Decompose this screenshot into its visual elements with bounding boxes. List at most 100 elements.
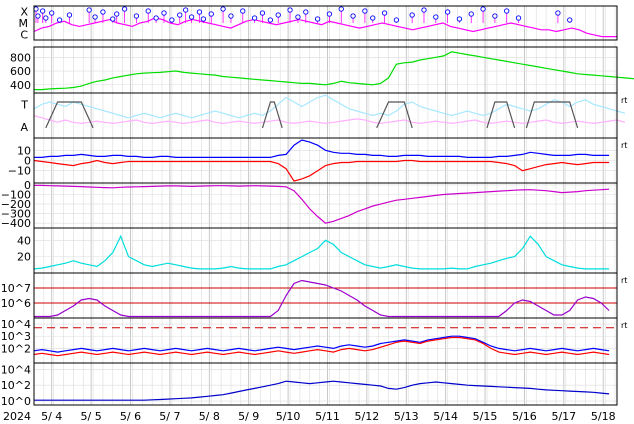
flare-marker bbox=[110, 16, 116, 22]
x-tick-label: 5/18 bbox=[591, 410, 616, 423]
flare-marker bbox=[40, 8, 46, 14]
flare-marker bbox=[200, 16, 207, 22]
imf-b-tick-label: 0 bbox=[24, 155, 31, 168]
sector-boundary bbox=[376, 101, 413, 129]
electron-flux-right-label: rt bbox=[621, 276, 627, 285]
year-label: 2024 bbox=[3, 410, 31, 423]
ae-index-frame bbox=[33, 227, 618, 274]
flare-marker bbox=[66, 12, 73, 18]
dst-series-0 bbox=[34, 184, 610, 224]
ae-index-series-0 bbox=[33, 234, 610, 270]
series-layer bbox=[33, 6, 634, 401]
flare-marker bbox=[86, 7, 92, 13]
flare-marker bbox=[350, 13, 356, 19]
flare-marker bbox=[56, 17, 63, 23]
bottom-flux-tick-label: 10^4 bbox=[1, 363, 31, 376]
sector-boundary bbox=[45, 101, 94, 129]
x-tick-label: 5/ 7 bbox=[159, 410, 180, 423]
flare-marker bbox=[169, 17, 175, 23]
dst-tick-label: 0 bbox=[24, 179, 31, 192]
proton-flux-frame bbox=[33, 317, 618, 364]
x-tick-label: 5/10 bbox=[276, 410, 301, 423]
x-tick-label: 5/16 bbox=[512, 410, 537, 423]
x-tick-label: 5/11 bbox=[315, 410, 340, 423]
frame-layer bbox=[33, 5, 618, 406]
solar-wind-speed-tick-label: 600 bbox=[10, 65, 31, 78]
flare-marker bbox=[393, 17, 400, 23]
electron-flux-series-0 bbox=[34, 279, 610, 318]
sector-boundary bbox=[486, 101, 516, 129]
dst-tick-label: −400 bbox=[1, 217, 31, 230]
flare-marker bbox=[433, 14, 439, 20]
proton-flux-right-label: rt bbox=[621, 321, 627, 330]
bottom-flux-series-0 bbox=[34, 380, 610, 401]
flare-marker bbox=[100, 9, 106, 15]
x-tick-label: 5/ 8 bbox=[199, 410, 220, 423]
xray-class-label: C bbox=[20, 28, 28, 41]
x-tick-label: 5/17 bbox=[551, 410, 576, 423]
flare-marker bbox=[504, 8, 510, 14]
flare-marker bbox=[409, 12, 415, 18]
flare-marker bbox=[314, 16, 321, 22]
x-tick-label: 5/ 5 bbox=[81, 410, 102, 423]
flare-marker bbox=[259, 10, 266, 16]
flare-marker bbox=[444, 9, 451, 15]
flare-marker bbox=[43, 15, 49, 21]
imf-b-tick-label: −10 bbox=[8, 165, 31, 178]
flare-marker bbox=[326, 11, 333, 17]
x-tick-label: 5/12 bbox=[355, 410, 380, 423]
flare-marker bbox=[183, 7, 189, 13]
imf-sector-label: T bbox=[20, 98, 28, 111]
ae-index-tick-label: 20 bbox=[17, 251, 31, 264]
solar-wind-speed-tick-label: 400 bbox=[10, 79, 31, 92]
flare-marker bbox=[381, 10, 388, 16]
xray-class-label: M bbox=[19, 17, 29, 30]
proton-flux-series-1 bbox=[33, 336, 610, 357]
proton-flux-series-0 bbox=[33, 335, 610, 353]
electron-flux-frame bbox=[33, 272, 618, 319]
x-tick-label: 5/ 9 bbox=[238, 410, 259, 423]
imf-b-series-0 bbox=[34, 139, 610, 158]
imf-sector-series-1 bbox=[33, 94, 626, 119]
flare-marker bbox=[35, 13, 41, 19]
x-tick-label: 5/ 4 bbox=[41, 410, 62, 423]
flare-marker bbox=[275, 12, 281, 18]
flare-marker bbox=[338, 6, 344, 12]
x-tick-label: 5/ 6 bbox=[120, 410, 141, 423]
flare-marker bbox=[161, 10, 167, 16]
electron-flux-tick-label: 10^6 bbox=[1, 297, 31, 310]
imf-b-right-label: rt bbox=[621, 141, 627, 150]
flare-marker bbox=[303, 9, 309, 15]
x-tick-label: 5/13 bbox=[394, 410, 419, 423]
flare-marker bbox=[480, 6, 486, 12]
flare-marker bbox=[208, 11, 214, 17]
flare-marker bbox=[362, 8, 368, 14]
flare-marker bbox=[370, 15, 376, 21]
dst-tick-label: −300 bbox=[1, 208, 31, 221]
electron-flux-tick-label: 10^7 bbox=[1, 282, 31, 295]
flare-marker bbox=[468, 11, 474, 17]
proton-flux-tick-label: 10^3 bbox=[1, 330, 31, 343]
flare-marker bbox=[515, 15, 522, 21]
xray-class-series-0 bbox=[33, 17, 617, 38]
sector-boundary bbox=[525, 101, 579, 129]
flare-marker bbox=[114, 11, 120, 17]
label-layer: 5/ 4 5/ 5 5/ 6 5/ 7 5/ 8 5/ 9 5/10 5/11 5/12 5/13… bbox=[1, 6, 628, 423]
proton-flux-tick-label: 10^2 bbox=[1, 342, 31, 355]
dst-tick-label: −100 bbox=[1, 188, 31, 201]
flare-marker bbox=[177, 12, 183, 18]
imf-sector-series-0 bbox=[33, 114, 626, 125]
flare-marker bbox=[145, 8, 151, 14]
xray-class-frame bbox=[33, 5, 618, 41]
flare-marker bbox=[220, 6, 226, 12]
ae-index-tick-label: 40 bbox=[17, 234, 31, 247]
bottom-flux-frame bbox=[33, 362, 618, 406]
grid-layer bbox=[33, 6, 617, 405]
solar-wind-speed-series-0 bbox=[34, 51, 634, 91]
imf-sector-right-label: rt bbox=[621, 96, 627, 105]
solar-wind-speed-frame bbox=[33, 46, 618, 94]
flare-marker bbox=[49, 10, 55, 16]
xray-class-label: X bbox=[20, 6, 28, 19]
dst-tick-label: −200 bbox=[1, 198, 31, 211]
